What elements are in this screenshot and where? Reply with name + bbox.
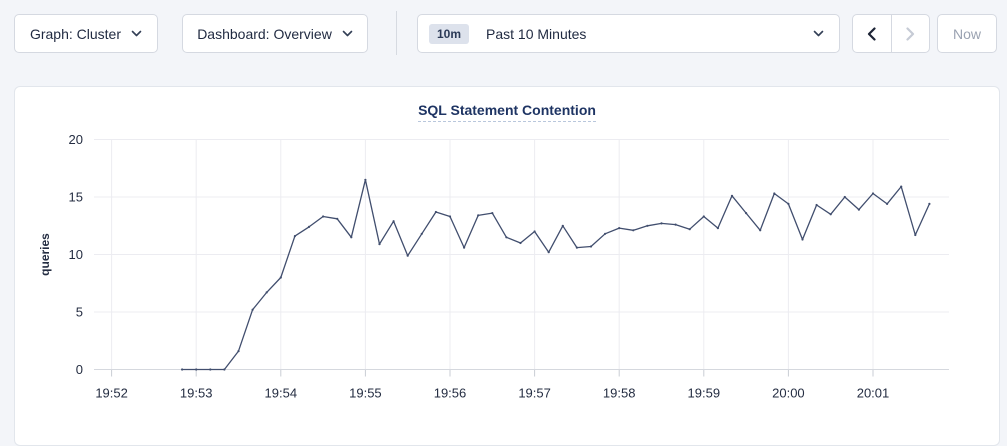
chart-point (787, 202, 790, 205)
chart-title-row: SQL Statement Contention (15, 102, 999, 126)
y-tick-label: 0 (76, 362, 83, 377)
chart-point (730, 194, 734, 197)
chart-canvas: 19:52 19:53 19:54 19:55 19:56 19:57 19:58 19:59… (38, 132, 949, 401)
chart-point (759, 229, 762, 232)
chart-point (702, 215, 705, 218)
chart-point (491, 212, 494, 215)
chart-point (293, 235, 296, 238)
graph-selector[interactable]: Graph: Cluster (14, 14, 158, 53)
chart-point (928, 202, 931, 205)
chart-point (745, 212, 748, 215)
chart-point (886, 202, 889, 205)
x-tick-label: 19:58 (603, 386, 636, 401)
chart-point (279, 276, 282, 279)
chart-point (336, 217, 339, 220)
chart-point (209, 368, 212, 371)
graph-selector-label: Graph: Cluster (29, 25, 122, 42)
chart-point (660, 222, 663, 225)
x-tick-label: 20:01 (857, 386, 890, 401)
chart-point (477, 214, 480, 217)
chart-point (646, 224, 649, 227)
chart-point (392, 220, 395, 223)
chart-card: SQL Statement Contention 19:52 19:53 19:54… (14, 86, 1000, 446)
chart-title[interactable]: SQL Statement Contention (418, 102, 596, 122)
x-tick-label: 19:56 (434, 386, 467, 401)
time-range-picker[interactable]: 10m Past 10 Minutes (417, 14, 840, 53)
chart-line (181, 179, 931, 371)
chart-point (561, 224, 564, 227)
chart-point (547, 251, 550, 254)
chart-point (618, 227, 621, 230)
y-tick-label: 15 (69, 190, 83, 205)
chevron-down-icon (813, 30, 824, 37)
chart-point (223, 368, 226, 371)
y-tick-label: 20 (69, 132, 83, 147)
chart-point (914, 233, 917, 237)
chart-point (575, 246, 579, 249)
x-tick-label: 19:54 (265, 386, 298, 401)
chart-point (505, 236, 508, 239)
chart-point (801, 238, 804, 241)
chart-point (716, 227, 720, 230)
toolbar-divider (396, 11, 397, 55)
chart-point (815, 203, 818, 207)
x-tick-label: 19:55 (349, 386, 382, 401)
chevron-left-icon (868, 26, 876, 41)
prev-range-button[interactable] (853, 15, 891, 52)
chart-point (322, 215, 325, 218)
chart-point (364, 178, 367, 181)
chevron-down-icon (131, 30, 142, 37)
chart-point (519, 241, 522, 245)
chart-point (181, 368, 184, 371)
chart-point (463, 246, 466, 249)
y-tick-label: 5 (76, 305, 83, 320)
chart-point (632, 229, 635, 232)
chart-point (900, 185, 903, 188)
chart-point (237, 350, 240, 353)
x-tick-label: 19:59 (688, 386, 721, 401)
chart-point (688, 228, 691, 231)
next-range-button[interactable] (890, 15, 930, 52)
time-range-badge: 10m (429, 23, 470, 44)
y-tick-label: 10 (69, 247, 83, 262)
chart-point (533, 230, 536, 233)
chart-point (378, 243, 381, 246)
chart-point (434, 210, 437, 214)
x-tick-label: 19:52 (95, 386, 128, 401)
y-axis-label: queries (38, 233, 52, 276)
chevron-right-icon (906, 26, 914, 41)
chart-point (251, 308, 254, 311)
chart-point (420, 232, 423, 235)
chart-point (589, 245, 593, 248)
chart-point (350, 236, 353, 239)
chart-point (448, 215, 452, 218)
chart-point (406, 254, 409, 257)
chart-point (265, 291, 268, 294)
chart-point (871, 192, 875, 195)
time-range-label: Past 10 Minutes (486, 25, 587, 42)
dashboard-selector[interactable]: Dashboard: Overview (182, 14, 368, 53)
chart-point (307, 225, 311, 228)
chart-point (773, 192, 776, 195)
toolbar: Graph: Cluster Dashboard: Overview 10m P… (0, 0, 1007, 70)
chart-point (843, 195, 846, 199)
x-tick-label: 19:53 (180, 386, 213, 401)
chart-point (195, 368, 198, 371)
chart-point (857, 208, 861, 211)
time-nav-group (852, 14, 930, 53)
now-button[interactable]: Now (937, 14, 997, 53)
chevron-down-icon (342, 30, 353, 37)
chart-point (604, 232, 607, 235)
x-tick-label: 19:57 (518, 386, 551, 401)
dashboard-selector-label: Dashboard: Overview (197, 25, 332, 42)
chart-point (674, 223, 677, 226)
chart-point (829, 213, 832, 216)
x-tick-label: 20:00 (772, 386, 805, 401)
